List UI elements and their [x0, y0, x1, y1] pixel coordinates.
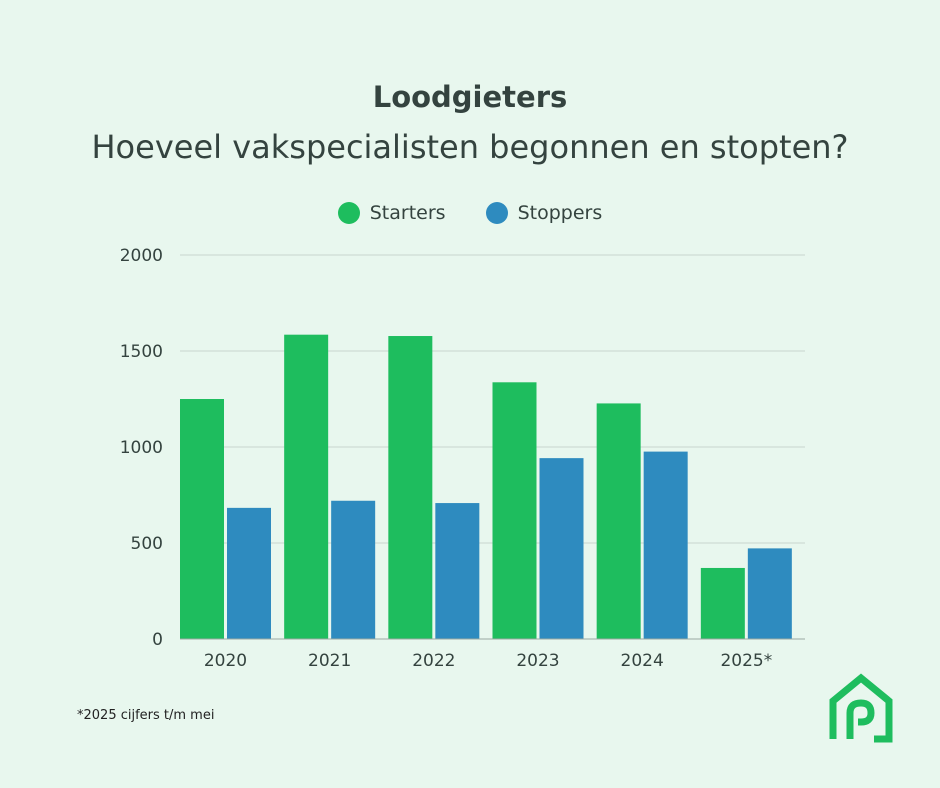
y-tick-label: 0: [152, 630, 163, 650]
y-tick-label: 1500: [120, 342, 163, 362]
x-tick-label: 2023: [516, 651, 559, 671]
bar-stoppers: [539, 458, 584, 639]
footnote: *2025 cijfers t/m mei: [77, 708, 215, 723]
x-tick-label: 2024: [621, 651, 664, 671]
bar-stoppers: [435, 503, 480, 639]
house-pipe-icon: [829, 673, 893, 743]
y-tick-label: 2000: [120, 246, 163, 266]
x-tick-label: 2021: [308, 651, 351, 671]
y-tick-label: 500: [131, 534, 163, 554]
bar-stoppers: [227, 507, 271, 639]
bar-stoppers: [747, 548, 792, 639]
x-tick-label: 2020: [204, 651, 247, 671]
legend-dot-stoppers: [485, 202, 508, 224]
x-tick-label: 2025*: [720, 651, 772, 671]
legend-label-stoppers: Stoppers: [517, 202, 603, 224]
chart-subtitle: Hoeveel vakspecialisten begonnen en stop…: [91, 128, 849, 166]
bar-starters: [596, 403, 641, 639]
legend-item-stoppers: Stoppers: [485, 202, 603, 224]
legend-label-starters: Starters: [369, 202, 446, 224]
legend-dot-starters: [337, 202, 360, 224]
bar-starters: [180, 399, 224, 639]
x-tick-label: 2022: [412, 651, 455, 671]
bar-stoppers: [643, 451, 688, 639]
legend: Starters Stoppers: [0, 202, 940, 224]
legend-item-starters: Starters: [337, 202, 446, 224]
bar-stoppers: [331, 500, 376, 639]
bar-starters: [700, 567, 745, 639]
bar-starters: [492, 382, 537, 639]
chart-title: Loodgieters: [372, 80, 568, 114]
y-tick-label: 1000: [120, 438, 163, 458]
bar-starters: [284, 334, 329, 639]
bar-starters: [388, 336, 433, 639]
